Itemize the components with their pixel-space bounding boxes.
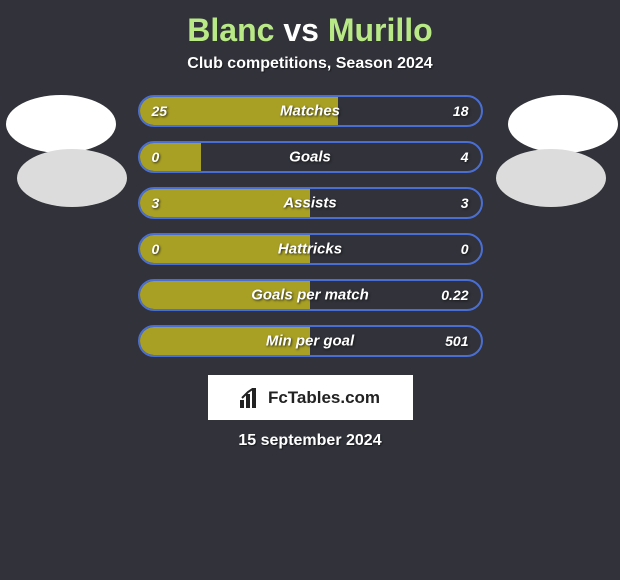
- player2-avatar-bottom: [496, 149, 606, 207]
- logo-text: FcTables.com: [268, 388, 380, 408]
- player2-name: Murillo: [328, 12, 433, 48]
- stat-bar-fill: [140, 189, 311, 217]
- stats-area: Matches2518Goals04Assists33Hattricks00Go…: [0, 95, 620, 357]
- stat-bar-fill: [140, 235, 311, 263]
- stat-value-p1: 0: [152, 241, 160, 257]
- page-title: Blanc vs Murillo: [0, 12, 620, 49]
- stat-value-p1: 3: [152, 195, 160, 211]
- stat-bar: Goals04: [138, 141, 483, 173]
- stat-value-p1: 25: [152, 103, 168, 119]
- stat-value-p2: 0: [461, 241, 469, 257]
- vs-text: vs: [283, 12, 319, 48]
- stat-value-p2: 3: [461, 195, 469, 211]
- stat-value-p2: 4: [461, 149, 469, 165]
- stat-bar-fill: [140, 97, 338, 125]
- subtitle: Club competitions, Season 2024: [0, 55, 620, 73]
- stat-value-p2: 18: [453, 103, 469, 119]
- player1-avatar-bottom: [17, 149, 127, 207]
- player1-name: Blanc: [187, 12, 274, 48]
- stat-bar: Hattricks00: [138, 233, 483, 265]
- stat-value-p2: 501: [445, 333, 468, 349]
- stat-bar: Assists33: [138, 187, 483, 219]
- comparison-card: Blanc vs Murillo Club competitions, Seas…: [0, 0, 620, 580]
- player1-avatar-top: [6, 95, 116, 153]
- fctables-logo[interactable]: FcTables.com: [208, 375, 413, 420]
- date-text: 15 september 2024: [0, 432, 620, 450]
- stat-bar: Min per goal501: [138, 325, 483, 357]
- player2-avatar-top: [508, 95, 618, 153]
- stat-bar-fill: [140, 327, 311, 355]
- chart-icon: [240, 388, 262, 408]
- stat-bar: Matches2518: [138, 95, 483, 127]
- stat-value-p1: 0: [152, 149, 160, 165]
- stat-value-p2: 0.22: [441, 287, 468, 303]
- stat-bar: Goals per match0.22: [138, 279, 483, 311]
- stat-bar-fill: [140, 143, 201, 171]
- stat-bar-fill: [140, 281, 311, 309]
